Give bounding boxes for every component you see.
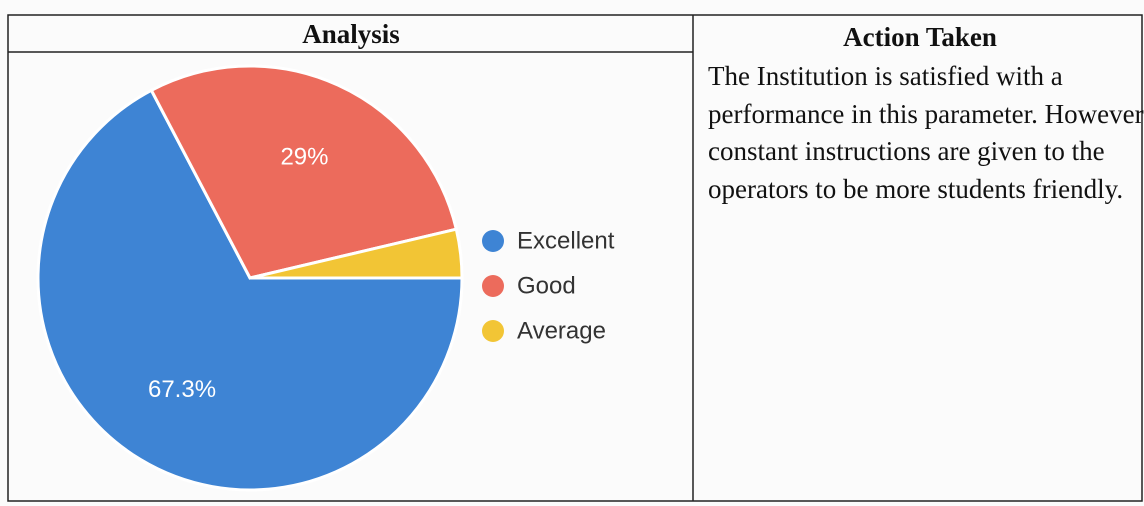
pie-slice [149,64,459,280]
legend-label: Excellent [517,227,615,254]
legend-label: Average [517,317,606,344]
slice-label: 67.3% [148,376,216,403]
table-border [7,14,1143,502]
legend-swatch [482,275,504,297]
legend-label: Good [517,272,576,299]
legend-swatch [482,230,504,252]
header-action: Action Taken [843,22,997,52]
legend-swatch [482,320,504,342]
pie-slice [249,227,464,280]
pie-slice [36,88,464,492]
action-text: The Institution is satisfied with a perf… [708,61,1144,204]
header-analysis: Analysis [302,19,400,49]
slice-label: 29% [280,144,328,171]
